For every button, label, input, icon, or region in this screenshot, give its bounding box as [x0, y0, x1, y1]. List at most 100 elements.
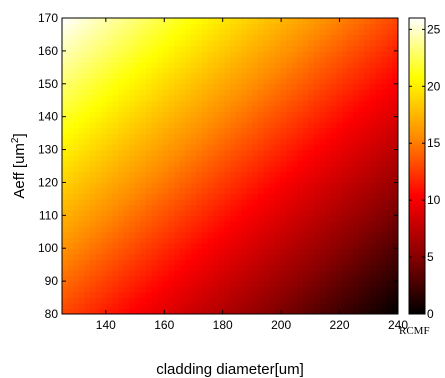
heatmap-cell	[134, 67, 141, 74]
heatmap-cell	[370, 198, 377, 205]
heatmap-cell	[297, 253, 304, 260]
heatmap-cell	[353, 297, 360, 304]
heatmap-cell	[84, 72, 91, 79]
heatmap-cell	[162, 171, 169, 178]
heatmap-cell	[62, 166, 69, 173]
heatmap-cell	[123, 144, 130, 151]
heatmap-cell	[190, 193, 197, 200]
heatmap-cell	[269, 286, 276, 293]
heatmap-cell	[112, 138, 119, 145]
heatmap-cell	[106, 182, 113, 189]
heatmap-cell	[118, 226, 125, 233]
heatmap-cell	[168, 155, 175, 162]
heatmap-cell	[140, 138, 147, 145]
heatmap-cell	[330, 193, 337, 200]
heatmap-cell	[230, 308, 237, 314]
heatmap-cell	[95, 45, 102, 52]
heatmap-cell	[218, 133, 225, 140]
heatmap-cell	[297, 39, 304, 47]
heatmap-cell	[168, 100, 175, 107]
heatmap-cell	[168, 248, 175, 255]
heatmap-cell	[185, 144, 192, 151]
heatmap-cell	[235, 220, 242, 227]
heatmap-cell	[218, 45, 225, 52]
heatmap-cell	[308, 215, 315, 222]
heatmap-cell	[162, 270, 169, 277]
heatmap-cell	[202, 166, 209, 173]
heatmap-cell	[140, 166, 147, 173]
heatmap-cell	[196, 144, 203, 151]
heatmap-cell	[179, 100, 186, 107]
y-tick-label: 170	[38, 11, 58, 25]
heatmap-cell	[84, 94, 91, 101]
heatmap-cell	[258, 149, 265, 156]
heatmap-cell	[134, 100, 141, 107]
heatmap-cell	[73, 122, 80, 129]
heatmap-cell	[179, 308, 186, 314]
heatmap-cell	[101, 187, 108, 195]
heatmap-cell	[112, 111, 119, 118]
heatmap-cell	[73, 111, 80, 118]
heatmap-cell	[246, 39, 253, 47]
heatmap-cell	[168, 160, 175, 167]
heatmap-cell	[62, 23, 69, 30]
heatmap-cell	[375, 281, 382, 288]
heatmap-cell	[84, 176, 91, 184]
heatmap-cell	[112, 67, 119, 74]
heatmap-cell	[146, 166, 153, 173]
heatmap-cell	[174, 138, 181, 145]
heatmap-cell	[134, 297, 141, 304]
heatmap-cell	[235, 176, 242, 184]
heatmap-cell	[73, 34, 80, 41]
heatmap-cell	[168, 231, 175, 238]
heatmap-cell	[78, 45, 85, 52]
heatmap-cell	[274, 116, 281, 123]
heatmap-cell	[302, 220, 309, 227]
heatmap-cell	[196, 89, 203, 96]
heatmap-cell	[286, 220, 293, 227]
heatmap-cell	[230, 72, 237, 79]
heatmap-cell	[325, 242, 332, 249]
heatmap-cell	[224, 50, 231, 57]
heatmap-cell	[274, 94, 281, 101]
heatmap-cell	[336, 50, 343, 57]
heatmap-cell	[241, 18, 248, 25]
heatmap-cell	[269, 166, 276, 173]
heatmap-cell	[129, 286, 136, 293]
heatmap-cell	[297, 67, 304, 74]
heatmap-cell	[202, 155, 209, 162]
heatmap-cell	[95, 116, 102, 123]
heatmap-cell	[218, 193, 225, 200]
heatmap-cell	[78, 111, 85, 118]
heatmap-cell	[84, 297, 91, 304]
heatmap-cell	[347, 242, 354, 249]
heatmap-cell	[73, 286, 80, 293]
heatmap-cell	[174, 176, 181, 184]
heatmap-cell	[202, 34, 209, 41]
heatmap-cell	[101, 264, 108, 271]
heatmap-cell	[381, 270, 388, 277]
heatmap-cell	[342, 198, 349, 205]
heatmap-cell	[118, 303, 125, 310]
heatmap-cell	[381, 286, 388, 293]
heatmap-cell	[101, 215, 108, 222]
heatmap-cell	[375, 100, 382, 107]
heatmap-cell	[347, 155, 354, 162]
heatmap-cell	[325, 270, 332, 277]
heatmap-cell	[263, 83, 270, 90]
heatmap-cell	[140, 215, 147, 222]
heatmap-cell	[213, 176, 220, 184]
heatmap-cell	[353, 193, 360, 200]
heatmap-cell	[185, 149, 192, 156]
heatmap-cell	[308, 297, 315, 304]
heatmap-cell	[280, 111, 287, 118]
heatmap-cell	[101, 56, 108, 63]
heatmap-cell	[168, 94, 175, 101]
heatmap-cell	[246, 193, 253, 200]
heatmap-cell	[134, 198, 141, 205]
heatmap-cell	[308, 166, 315, 173]
heatmap-cell	[190, 198, 197, 205]
heatmap-cell	[246, 308, 253, 314]
heatmap-cell	[280, 204, 287, 211]
heatmap-cell	[336, 303, 343, 310]
